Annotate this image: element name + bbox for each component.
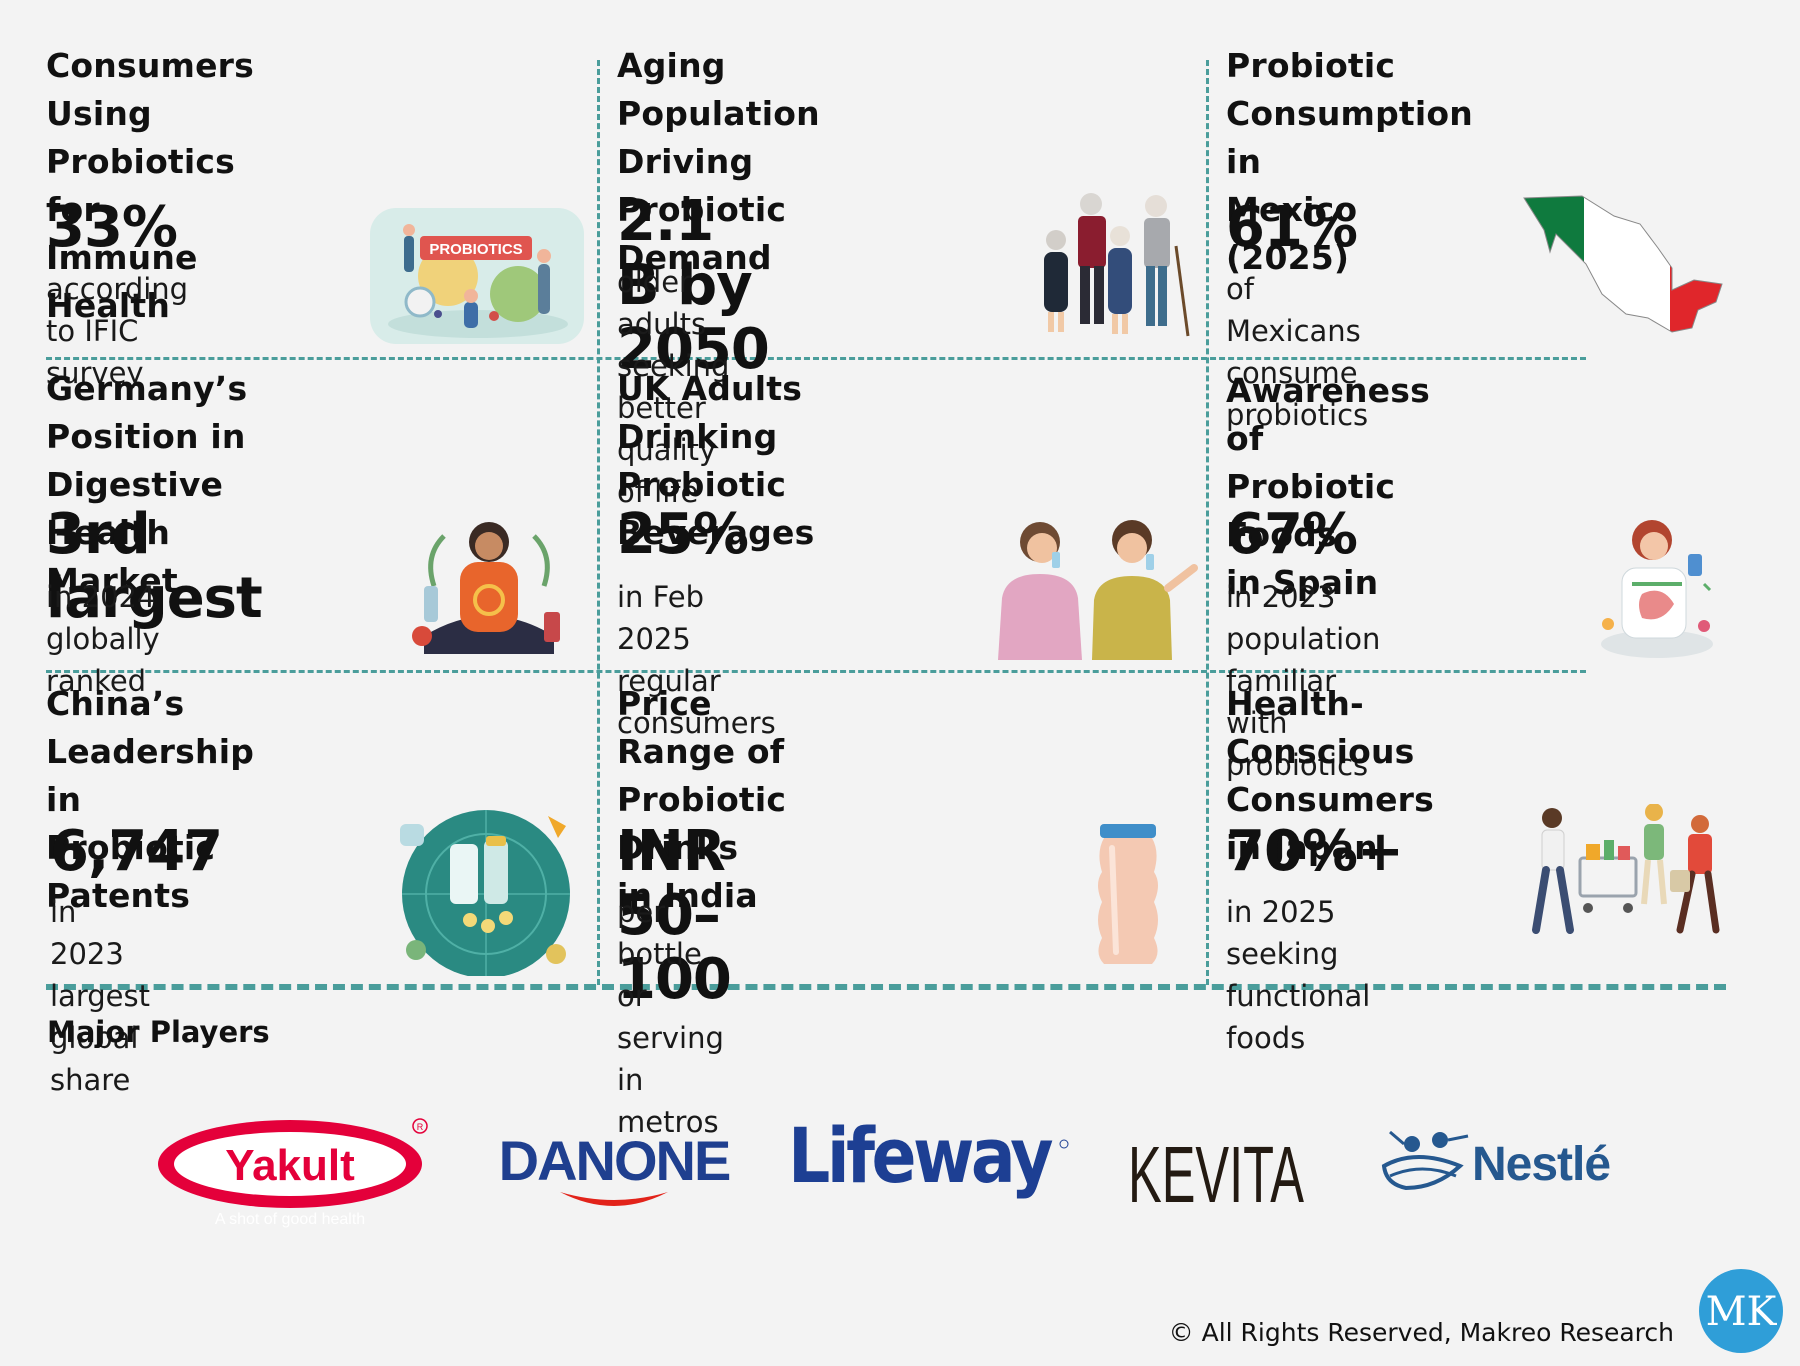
card-description: in 2023 population familiar with probiot… — [1226, 580, 1381, 782]
card-title: Germany’s Position in Digestive Health M… — [46, 369, 248, 600]
card-description: older adults seeking better quality of l… — [617, 265, 730, 509]
card-description: in 2023 largest global share — [50, 895, 150, 1097]
card-value: 61% — [1226, 195, 1358, 260]
card-title: Consumers Using Probiotics for Immune He… — [46, 46, 255, 325]
card-title: Price Range of Probiotic Drinks in India — [617, 684, 787, 915]
card-title: Awareness of Probiotic Foods in Spain — [1226, 371, 1430, 602]
shoppers-cart-icon — [1532, 804, 1720, 934]
digestive-health-woman-icon — [412, 522, 560, 654]
major-players-title: Major Players — [47, 1015, 270, 1049]
probiotics-food-icon: PROBIOTICS — [370, 208, 584, 344]
yakult-wordmark: Yakult — [225, 1141, 355, 1190]
card-description: in 2024 globally ranked — [46, 580, 160, 698]
card-description: in Feb 2025 regular consumers — [617, 580, 776, 740]
card-description: in 2025 seeking functional foods — [1226, 895, 1371, 1055]
kevita-wordmark: KEVITA — [1128, 1130, 1304, 1210]
danone-wordmark: DANONE — [499, 1129, 730, 1192]
card-title: Health-Conscious Consumers in Japan — [1226, 684, 1435, 867]
lifeway-logo: Lifeway — [788, 1111, 1069, 1200]
card-description: of Mexicans consume probiotics — [1226, 272, 1369, 432]
card-title: Probiotic Consumption in Mexico (2025) — [1226, 46, 1473, 277]
people-drinking-icon — [998, 520, 1198, 660]
gut-health-woman-icon — [1601, 520, 1713, 658]
card-value: INR 50–100 — [617, 819, 732, 1012]
card-value: 33% — [46, 195, 178, 260]
probiotic-bottle-icon — [1098, 824, 1158, 964]
nestle-logo: Nestlé — [1381, 1130, 1611, 1191]
yakult-tagline: A shot of good health — [215, 1211, 365, 1228]
card-value: 6,747 — [50, 819, 223, 884]
card-title: UK Adults Drinking Probiotic Beverages — [617, 369, 815, 552]
kevita-logo: KEVITA — [1128, 1130, 1304, 1210]
yakult-logo: Yakult R A shot of good health — [158, 1118, 428, 1228]
nestle-wordmark: Nestlé — [1472, 1138, 1610, 1191]
danone-logo: DANONE — [499, 1129, 732, 1206]
makreo-mark: MK — [1706, 1289, 1778, 1335]
card-value: 67% — [1226, 502, 1358, 567]
svg-text:PROBIOTICS: PROBIOTICS — [429, 241, 522, 258]
card-title: China’s Leadership in Probiotic Patents — [46, 684, 255, 915]
card-description: per bottle or serving in metros — [617, 895, 724, 1139]
row-divider-3 — [46, 984, 1726, 990]
makreo-logo: MK — [1699, 1269, 1783, 1353]
card-value: 2.1 B by 2050 — [617, 189, 770, 382]
card-value: 70%+ — [1226, 819, 1404, 884]
row-divider-2 — [46, 670, 1586, 673]
elderly-people-icon — [1044, 193, 1190, 337]
lifeway-wordmark: Lifeway — [788, 1111, 1053, 1200]
svg-text:R: R — [417, 1122, 424, 1132]
card-value: 3rd largest — [46, 502, 263, 631]
probiotic-capsules-icon — [400, 810, 570, 976]
card-description: according to IFIC survey — [46, 272, 189, 390]
card-value: 25% — [617, 502, 749, 567]
copyright-text: © All Rights Reserved, Makreo Research — [1168, 1318, 1674, 1347]
mexico-flag-map-icon — [1523, 195, 1723, 333]
vertical-divider-2 — [1206, 60, 1209, 985]
row-divider-1 — [46, 357, 1586, 360]
vertical-divider-1 — [597, 60, 600, 985]
card-title: Aging Population Driving Probiotic Deman… — [617, 46, 820, 277]
